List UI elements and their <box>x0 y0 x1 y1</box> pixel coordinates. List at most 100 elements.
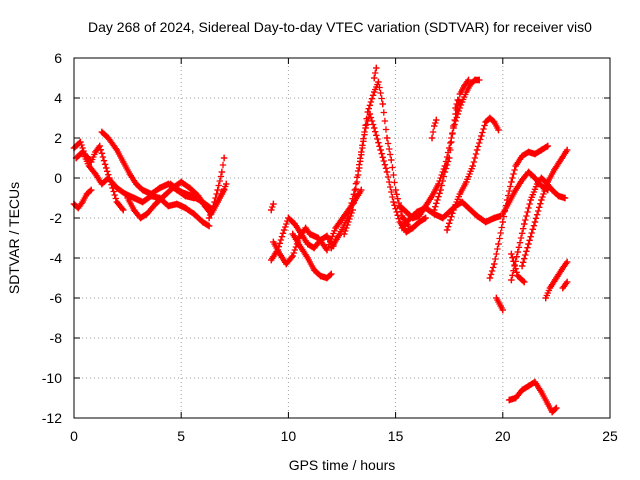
y-tick-label: -8 <box>50 330 63 346</box>
data-point <box>463 88 470 96</box>
data-point <box>130 194 138 202</box>
data-point <box>98 128 106 136</box>
data-point <box>495 126 502 134</box>
data-point <box>508 276 515 284</box>
data-point <box>96 142 103 150</box>
data-point <box>124 194 131 202</box>
data-point <box>450 206 457 214</box>
data-point <box>456 98 464 106</box>
data-point <box>87 158 95 166</box>
data-point <box>403 208 410 216</box>
data-point <box>544 400 552 408</box>
data-point <box>422 214 429 222</box>
data-point <box>306 230 314 238</box>
data-point <box>478 132 485 140</box>
data-point <box>122 190 129 198</box>
data-point <box>531 378 539 386</box>
data-point <box>366 110 374 118</box>
series-arc-m <box>340 110 429 238</box>
data-point <box>525 382 532 390</box>
data-point <box>544 178 552 186</box>
data-point <box>512 186 519 194</box>
data-point <box>317 272 324 280</box>
data-point <box>398 224 406 232</box>
data-point <box>373 64 380 72</box>
data-point <box>546 284 554 292</box>
series-arc-v <box>493 294 506 314</box>
data-point <box>328 270 335 278</box>
data-point <box>214 186 221 194</box>
data-point <box>473 146 481 154</box>
data-point <box>302 224 309 232</box>
data-point <box>538 388 545 396</box>
y-tick-label: 6 <box>54 50 62 66</box>
x-axis-title: GPS time / hours <box>289 457 396 473</box>
data-point <box>531 174 539 182</box>
data-point <box>160 192 168 200</box>
data-point <box>456 90 464 98</box>
data-point <box>435 180 442 188</box>
data-point <box>223 180 230 188</box>
data-point <box>205 222 213 230</box>
data-point <box>79 148 86 156</box>
data-point <box>465 76 472 84</box>
data-point <box>433 116 440 124</box>
data-point <box>409 214 416 222</box>
x-tick-label: 15 <box>388 428 404 444</box>
data-point <box>105 134 112 142</box>
data-point <box>441 168 449 176</box>
data-point <box>446 208 453 216</box>
data-point <box>499 218 506 226</box>
data-point <box>351 186 359 194</box>
data-point <box>289 230 296 238</box>
data-point <box>518 386 526 394</box>
data-point <box>120 206 127 214</box>
data-point <box>132 180 140 188</box>
data-point <box>199 218 206 226</box>
data-point <box>555 192 562 200</box>
data-point <box>390 198 397 206</box>
data-point <box>527 196 534 204</box>
data-point <box>113 184 121 192</box>
data-point <box>120 158 127 166</box>
y-tick-label: -10 <box>42 370 62 386</box>
data-point <box>77 138 84 146</box>
y-tick-label: 0 <box>54 170 62 186</box>
data-point <box>143 210 151 218</box>
data-point <box>152 200 159 208</box>
plot-frame <box>73 57 611 419</box>
series-arc-y <box>508 250 528 286</box>
data-point <box>544 142 552 150</box>
data-point <box>298 244 305 252</box>
series-arc-n <box>370 64 380 82</box>
data-point <box>482 118 489 126</box>
data-point <box>289 252 296 260</box>
y-tick-label: -4 <box>50 250 63 266</box>
data-point <box>377 146 384 154</box>
data-point <box>491 118 498 126</box>
data-point <box>379 100 386 108</box>
data-point <box>370 88 378 96</box>
data-point <box>446 154 453 162</box>
data-point <box>85 162 93 170</box>
data-point <box>538 174 545 182</box>
data-point <box>508 250 515 258</box>
x-tick-label: 5 <box>177 428 185 444</box>
series-arc-r <box>428 116 440 142</box>
series-arc-z <box>518 146 571 270</box>
series-arc-t <box>443 114 502 234</box>
data-point <box>559 264 567 272</box>
series-arc-g <box>167 180 230 214</box>
data-point <box>218 190 226 198</box>
data-point <box>139 186 146 194</box>
data-point <box>137 214 144 222</box>
data-point <box>409 224 416 232</box>
data-point <box>270 238 277 246</box>
data-point <box>398 212 406 220</box>
data-point <box>452 110 459 118</box>
y-tick-label: -2 <box>50 210 63 226</box>
data-point <box>102 164 110 172</box>
chart-title: Day 268 of 2024, Sidereal Day-to-day VTE… <box>88 19 592 35</box>
data-point <box>113 198 121 206</box>
